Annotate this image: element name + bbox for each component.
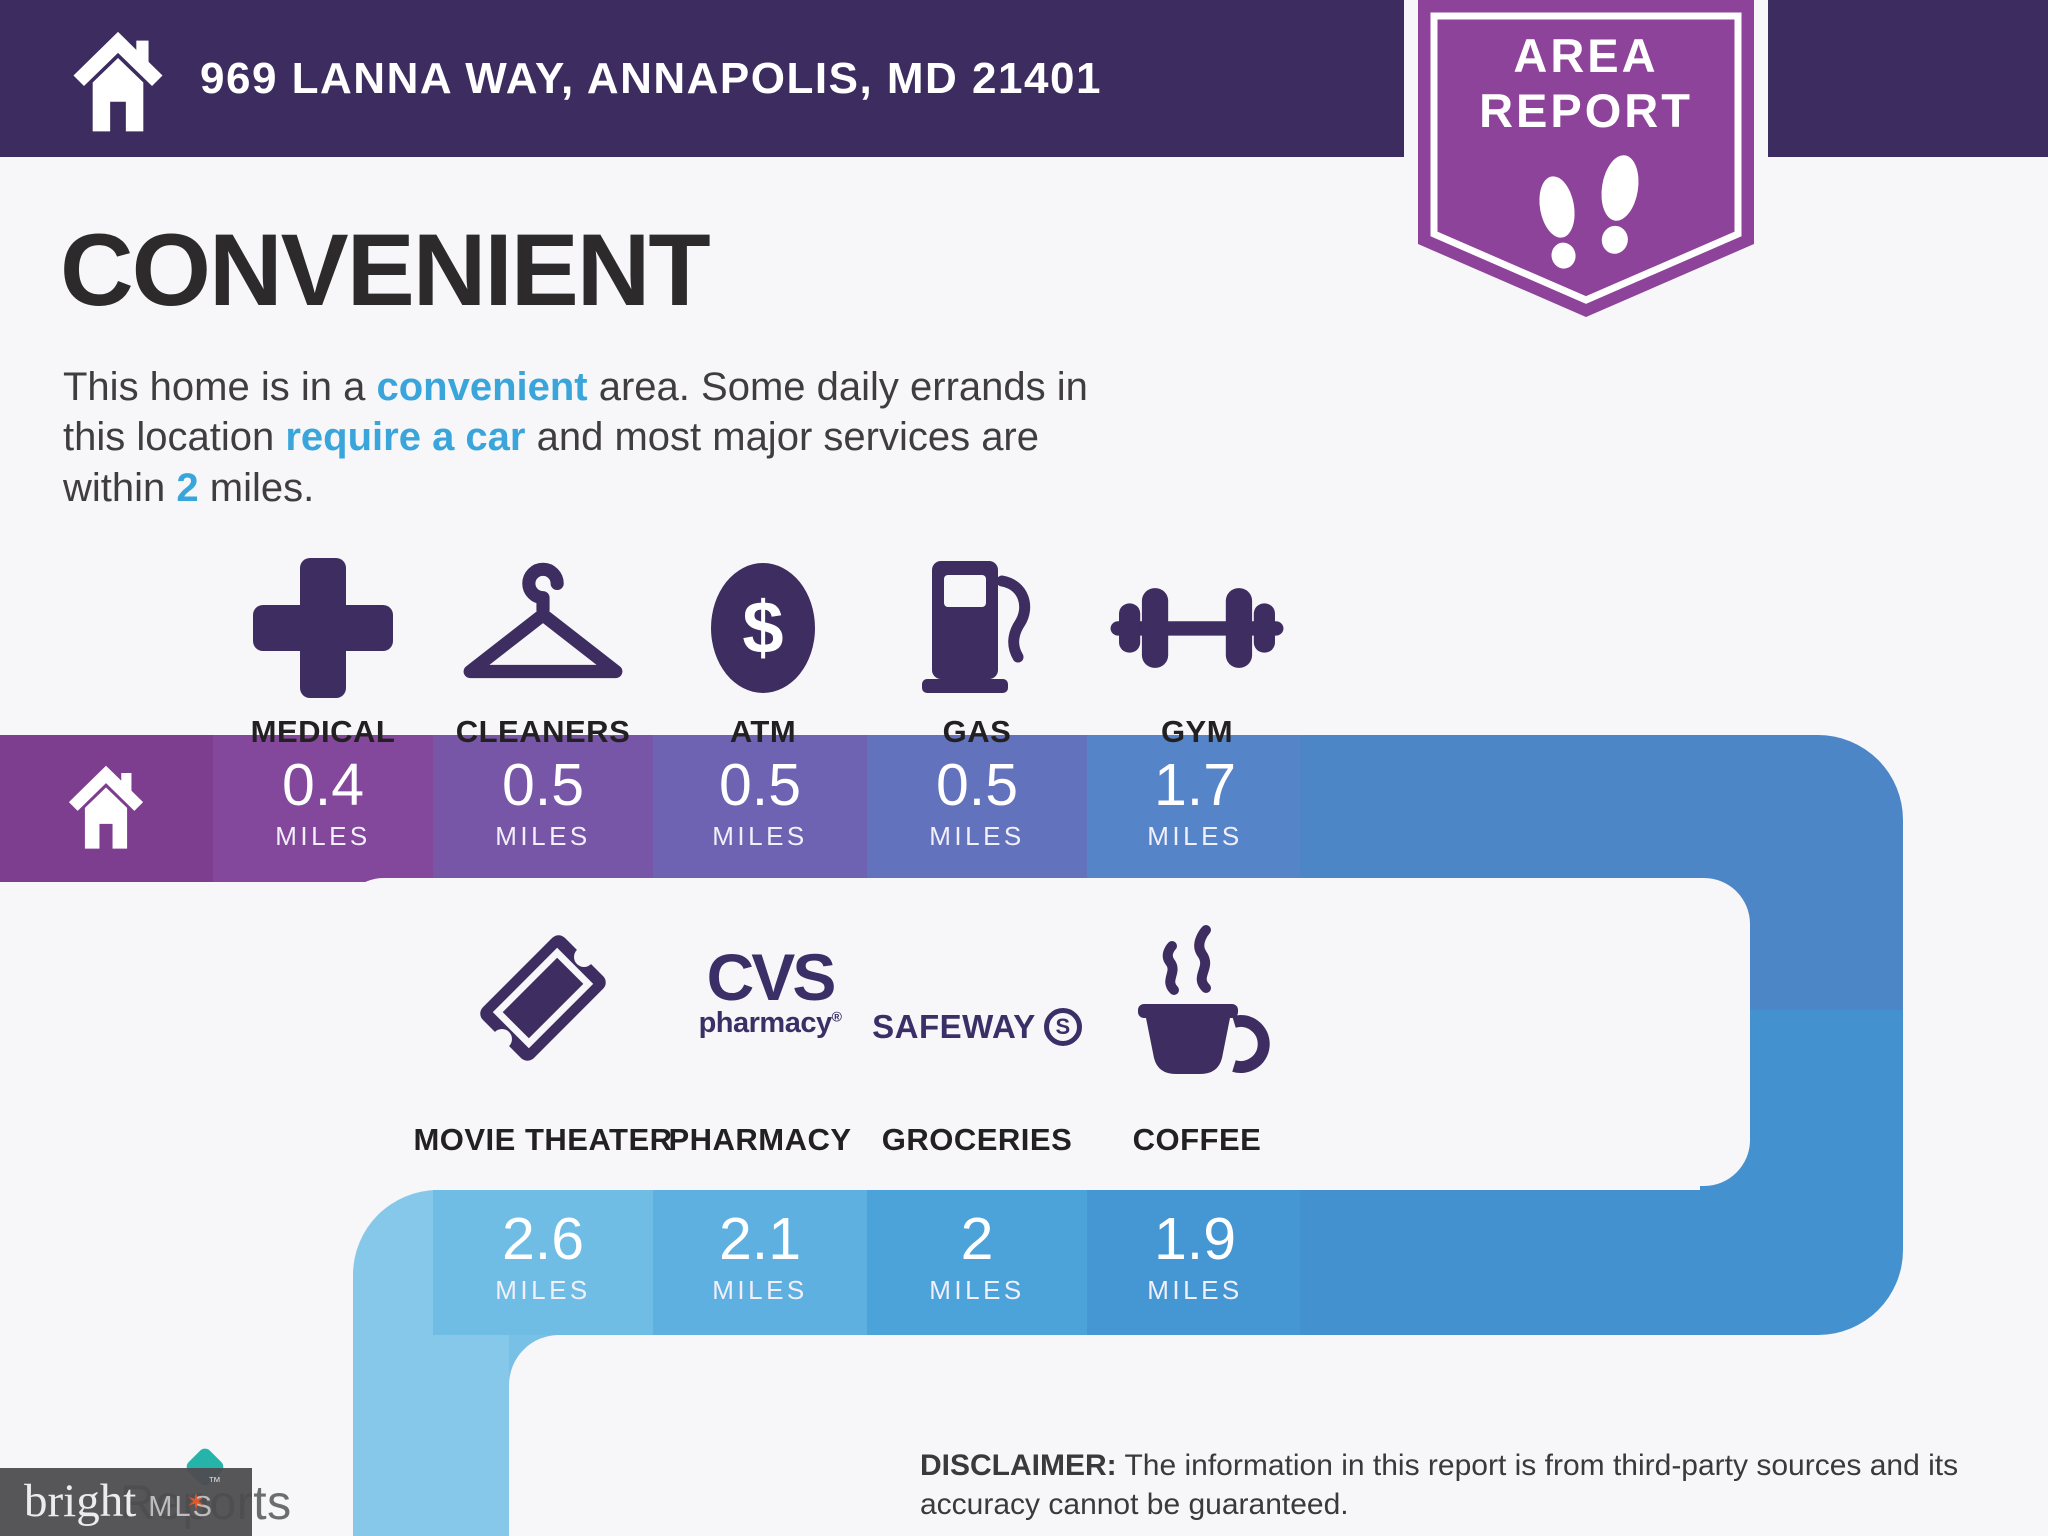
summary-part1: This home is in a [63,365,377,409]
safeway-s-mark: S [1043,1008,1082,1046]
summary-highlight-convenient: convenient [376,365,588,409]
badge-line2: REPORT [1479,84,1693,138]
distance-pharmacy: 2.1 MILES [712,1206,808,1306]
disclaimer-text: DISCLAIMER: The information in this repo… [920,1446,2005,1524]
category-label-gas: GAS [942,714,1012,749]
summary-text: This home is in a convenient area. Some … [63,362,1103,513]
cvs-logo: CVS pharmacy® [698,940,842,1040]
distance-groceries: 2 MILES [929,1206,1025,1306]
distance-movie-theater: 2.6 MILES [495,1206,591,1306]
safeway-logo: SAFEWAY S [827,1008,1127,1046]
cvs-pharmacy-text: pharmacy [698,1007,833,1040]
coffee-cup-icon [1087,920,1307,1080]
hanger-icon [433,548,653,708]
home-icon-bar [68,765,144,849]
ticket-icon [433,918,653,1078]
badge-line1: AREA [1513,29,1659,82]
distance-gym: 1.7 MILES [1147,752,1243,852]
category-label-groceries: GROCERIES [881,1122,1073,1157]
dumbbell-icon [1087,548,1307,708]
dollar-circle-icon: $ [653,548,873,708]
area-report-badge [1404,0,1768,330]
page-title: CONVENIENT [60,213,711,327]
distance-medical: 0.4 MILES [275,752,371,852]
disclaimer-label: DISCLAIMER: [920,1449,1117,1482]
property-address: 969 LANNA WAY, ANNAPOLIS, MD 21401 [200,53,1102,103]
category-label-gym: GYM [1160,714,1234,749]
bright-mls-logo: bright ✶ ™ MLS [0,1468,252,1536]
summary-part2: area. Some daily errands in this locatio… [63,365,1088,460]
distance-gas: 0.5 MILES [929,752,1025,852]
disclaimer-body: The information in this report is from t… [920,1449,1959,1521]
badge-title: AREA REPORT [1402,28,1770,139]
distance-cleaners: 0.5 MILES [495,752,591,852]
category-label-atm: ATM [729,714,797,749]
summary-highlight-miles: 2 [176,465,199,510]
category-label-medical: MEDICAL [250,714,396,749]
distance-coffee: 1.9 MILES [1147,1206,1243,1306]
summary-highlight-car: require a car [285,415,526,460]
category-label-coffee: COFFEE [1132,1122,1262,1157]
summary-part4: miles. [198,465,315,510]
home-icon [73,31,163,131]
bright-mls-spark-icon: ✶ [186,1489,207,1516]
summary-part3: and most major services are within [63,415,1039,510]
medical-cross-icon [213,548,433,708]
gas-pump-icon [867,548,1087,708]
svg-text:$: $ [742,586,783,669]
category-label-cleaners: CLEANERS [455,714,631,749]
footprints-icon [1539,155,1639,269]
distance-atm: 0.5 MILES [712,752,808,852]
category-label-movie-theater: MOVIE THEATER [413,1122,673,1157]
category-label-pharmacy: PHARMACY [668,1122,852,1157]
